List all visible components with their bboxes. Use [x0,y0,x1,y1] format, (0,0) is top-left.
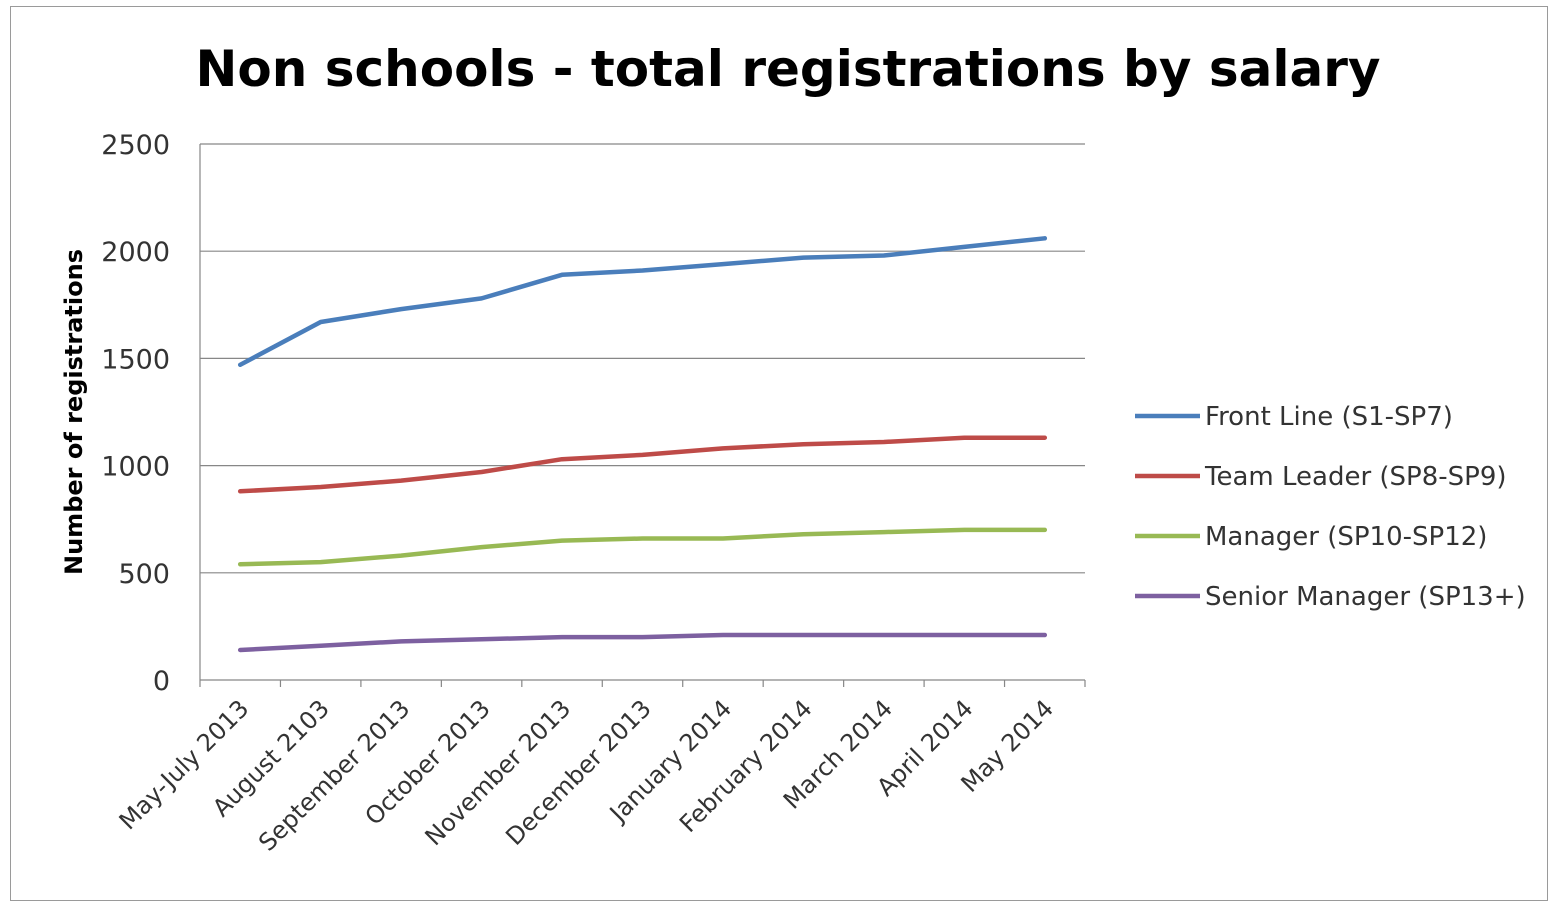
y-tick-label: 1000 [101,452,170,483]
y-axis-label: Number of registrations [60,249,88,575]
x-tick-label: September 2013 [253,694,415,856]
legend: Front Line (S1-SP7) Team Leader (SP8-SP9)… [1135,402,1526,612]
series-line-0 [237,236,1048,368]
legend-label: Manager (SP10-SP12) [1205,522,1487,552]
legend-label: Front Line (S1-SP7) [1205,402,1453,432]
series-line-2 [237,527,1048,567]
gridlines [200,143,1085,574]
y-tick-label: 2500 [101,130,170,161]
series-lines [237,236,1048,653]
y-tick-labels: 0 500 1000 1500 2000 2500 [101,130,170,697]
y-tick-label: 500 [118,559,170,590]
chart-title: Non schools - total registrations by sal… [196,40,1381,98]
axes [199,144,1086,687]
y-tick-label: 0 [153,666,170,697]
y-tick-label: 2000 [101,237,170,268]
legend-label: Team Leader (SP8-SP9) [1204,462,1507,492]
y-tick-label: 1500 [101,344,170,375]
x-tick-label: December 2013 [500,694,656,850]
legend-label: Senior Manager (SP13+) [1205,582,1526,612]
series-line-1 [237,435,1048,494]
chart-frame [10,6,1548,901]
series-line-3 [237,632,1048,653]
x-tick-label: November 2013 [420,694,577,851]
